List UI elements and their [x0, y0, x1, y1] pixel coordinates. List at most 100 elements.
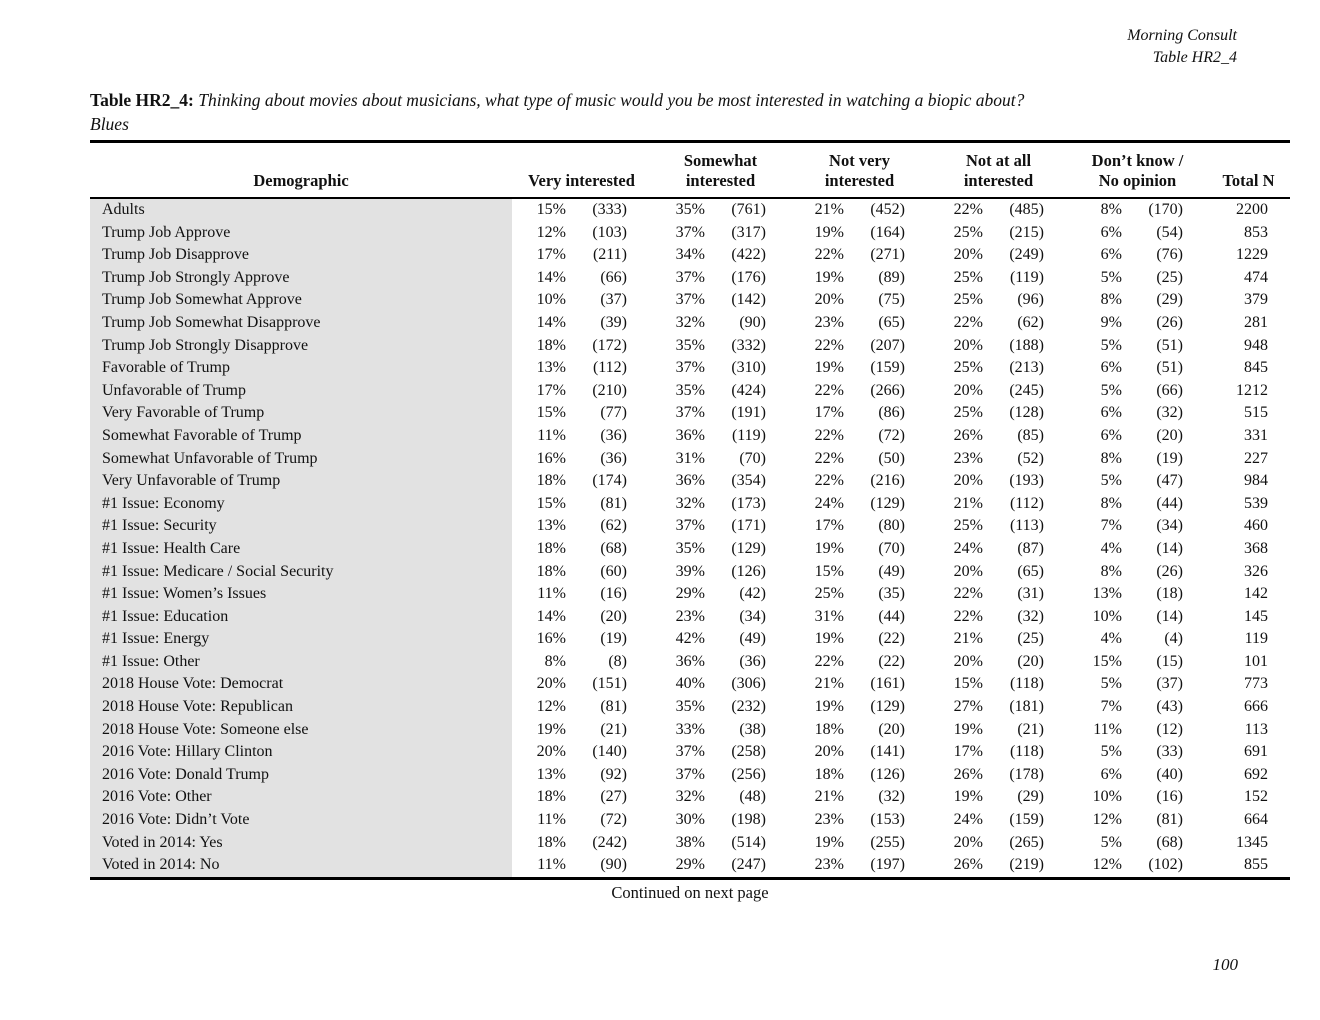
cell-count: (112)	[1009, 494, 1044, 512]
cell-percent: 22%	[814, 449, 844, 467]
cell-count: (36)	[600, 426, 627, 444]
cell-count: (4)	[1164, 630, 1183, 648]
column-header-group-3: Not at all interested	[929, 141, 1068, 199]
cell-percent: 19%	[814, 268, 844, 286]
cell-count: (306)	[731, 675, 766, 693]
cell-count: (38)	[739, 720, 766, 738]
cell-count: (193)	[1009, 472, 1044, 490]
row-demographic: Voted in 2014: Yes	[90, 831, 512, 855]
table-title: Table HR2_4: Thinking about movies about…	[90, 88, 1250, 136]
cell-count: (19)	[1156, 449, 1183, 467]
cell-percent: 21%	[953, 630, 983, 648]
cell-percent: 34%	[675, 246, 705, 264]
cell-count: (171)	[731, 517, 766, 535]
cell-percent: 40%	[675, 675, 705, 693]
cell-total: 2200	[1236, 201, 1268, 218]
cell-percent: 16%	[536, 630, 566, 648]
cell-count: (215)	[1009, 223, 1044, 241]
cell-percent: 15%	[1092, 652, 1122, 670]
cell-total: 368	[1244, 539, 1268, 557]
table-header: Demographic Very interested Somewhat intere…	[90, 141, 1290, 199]
cell-count: (16)	[1156, 788, 1183, 806]
cell-total: 227	[1244, 449, 1268, 467]
cell-count: (47)	[1156, 472, 1183, 490]
cell-count: (72)	[600, 811, 627, 829]
cell-percent: 35%	[675, 539, 705, 557]
cell-count: (271)	[870, 246, 905, 264]
table-row: #1 Issue: Other 8% (8) 36% (36) 22% (22) 20% (20…	[90, 650, 1290, 674]
cell-count: (153)	[870, 811, 905, 829]
cell-count: (76)	[1156, 246, 1183, 264]
cell-percent: 29%	[675, 585, 705, 603]
cell-percent: 22%	[814, 652, 844, 670]
cell-count: (113)	[1009, 517, 1044, 535]
cell-count: (35)	[878, 585, 905, 603]
cell-percent: 12%	[1092, 856, 1122, 874]
cell-percent: 21%	[814, 201, 844, 218]
cell-percent: 6%	[1100, 246, 1122, 264]
table-row: Very Unfavorable of Trump 18% (174) 36% (354…	[90, 470, 1290, 493]
row-demographic: Very Favorable of Trump	[90, 402, 512, 425]
cell-percent: 24%	[814, 494, 844, 512]
cell-count: (34)	[1156, 517, 1183, 535]
cell-count: (22)	[878, 630, 905, 648]
cell-count: (119)	[1009, 268, 1044, 286]
cell-count: (249)	[1009, 246, 1044, 264]
cell-total: 1212	[1236, 381, 1268, 399]
cell-percent: 18%	[536, 336, 566, 354]
cell-count: (66)	[1156, 381, 1183, 399]
cell-percent: 25%	[814, 585, 844, 603]
cell-count: (191)	[731, 404, 766, 422]
table-row: Voted in 2014: Yes 18% (242) 38% (514) 19% (25…	[90, 831, 1290, 855]
document-header: Morning Consult Table HR2_4	[1127, 25, 1237, 69]
cell-percent: 18%	[814, 765, 844, 783]
cell-percent: 12%	[1092, 811, 1122, 829]
cell-count: (26)	[1156, 313, 1183, 331]
cell-count: (210)	[592, 381, 627, 399]
cell-count: (247)	[731, 856, 766, 874]
table-row: 2018 House Vote: Someone else 19% (21) 33% (…	[90, 718, 1290, 742]
row-demographic: #1 Issue: Economy	[90, 492, 512, 516]
cell-count: (81)	[600, 698, 627, 716]
cell-count: (37)	[600, 291, 627, 309]
cell-percent: 25%	[953, 359, 983, 377]
cell-total: 460	[1244, 517, 1268, 535]
cell-count: (242)	[592, 833, 627, 851]
cell-count: (159)	[1009, 811, 1044, 829]
cell-percent: 11%	[537, 426, 566, 444]
cell-percent: 12%	[536, 223, 566, 241]
cell-percent: 38%	[675, 833, 705, 851]
cell-count: (126)	[731, 562, 766, 580]
row-demographic: Trump Job Strongly Disapprove	[90, 334, 512, 358]
cell-count: (255)	[870, 833, 905, 851]
cell-count: (25)	[1017, 630, 1044, 648]
table-row: 2016 Vote: Hillary Clinton 20% (140) 37% (25…	[90, 741, 1290, 764]
cell-percent: 5%	[1100, 268, 1122, 286]
row-demographic: #1 Issue: Medicare / Social Security	[90, 560, 512, 584]
table-title-prefix: Table HR2_4:	[90, 90, 194, 110]
cell-percent: 18%	[536, 788, 566, 806]
cell-count: (197)	[870, 856, 905, 874]
cell-percent: 26%	[953, 765, 983, 783]
table-title-question: Thinking about movies about musicians, w…	[198, 90, 1025, 110]
row-demographic: Trump Job Somewhat Approve	[90, 289, 512, 312]
table-row: #1 Issue: Economy 15% (81) 32% (173) 24% (129)…	[90, 492, 1290, 516]
cell-percent: 26%	[953, 426, 983, 444]
cell-percent: 25%	[953, 223, 983, 241]
cell-total: 145	[1244, 607, 1268, 625]
cell-count: (422)	[731, 246, 766, 264]
table-row: Favorable of Trump 13% (112) 37% (310) 19% (15…	[90, 357, 1290, 380]
row-demographic: #1 Issue: Women’s Issues	[90, 583, 512, 606]
cell-count: (129)	[870, 698, 905, 716]
cell-percent: 30%	[675, 811, 705, 829]
cell-count: (19)	[600, 630, 627, 648]
cell-total: 692	[1244, 765, 1268, 783]
cell-count: (81)	[1156, 811, 1183, 829]
cell-count: (49)	[739, 630, 766, 648]
table-reference: Table HR2_4	[1152, 49, 1237, 66]
cell-total: 948	[1244, 336, 1268, 354]
cell-percent: 17%	[536, 246, 566, 264]
cell-percent: 36%	[675, 652, 705, 670]
cell-percent: 5%	[1100, 472, 1122, 490]
row-demographic: #1 Issue: Health Care	[90, 537, 512, 561]
